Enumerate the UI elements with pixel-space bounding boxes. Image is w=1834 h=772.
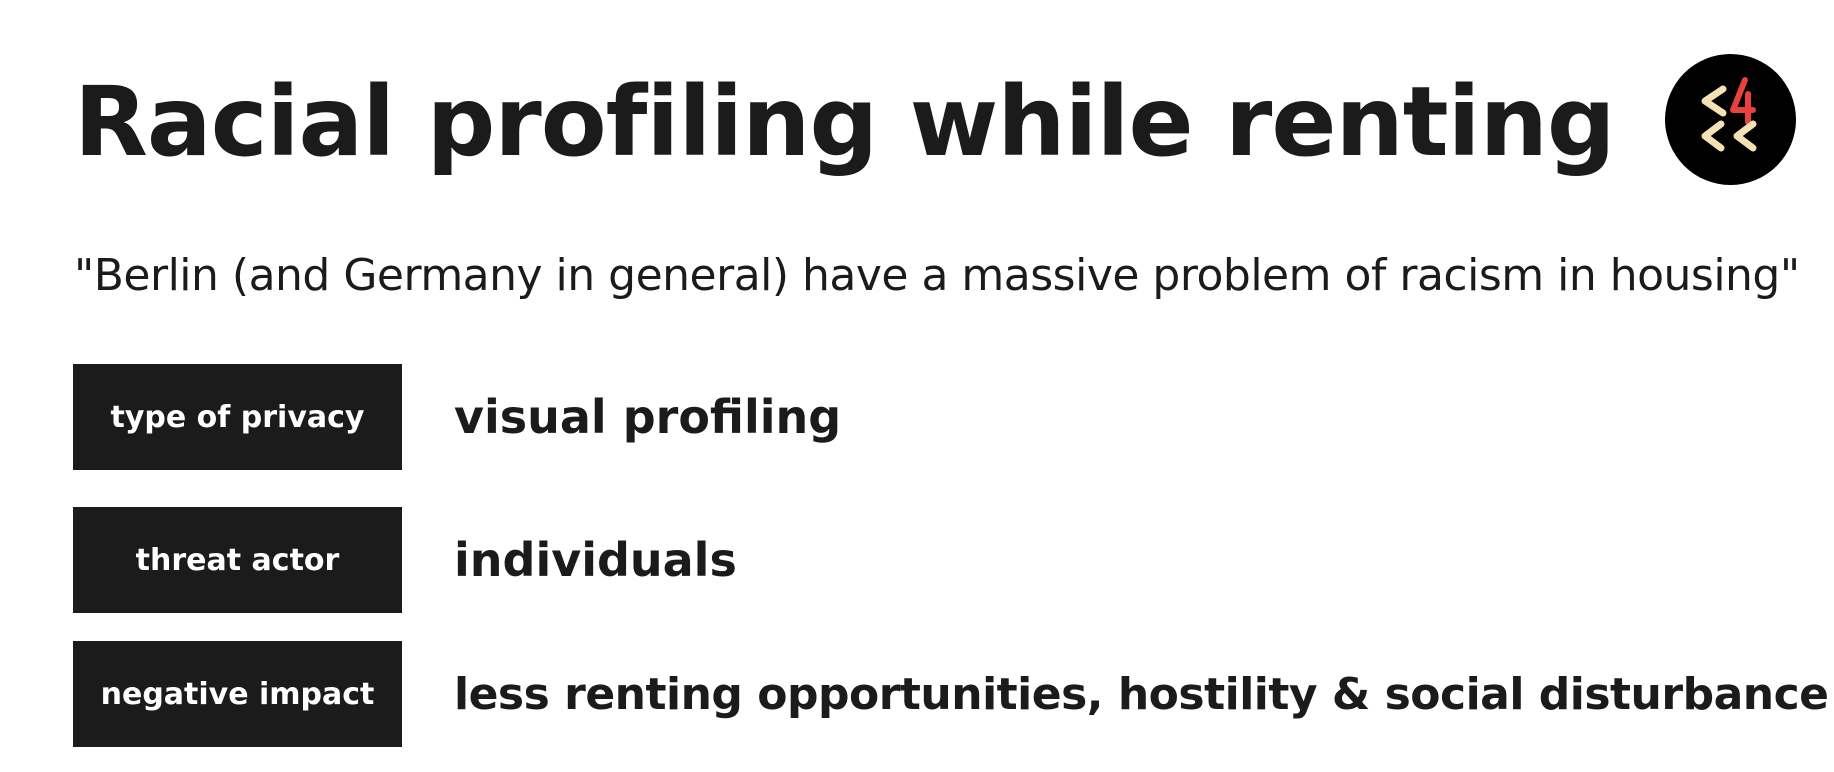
- logo: [1665, 54, 1796, 185]
- privacy-type-value: visual profiling: [454, 390, 842, 444]
- page-title: Racial profiling while renting: [74, 66, 1616, 178]
- privacy-type-row: type of privacy visual profiling: [73, 364, 1813, 470]
- quote-text: "Berlin (and Germany in general) have a …: [74, 250, 1800, 301]
- threat-actor-tag: threat actor: [73, 507, 402, 613]
- threat-actor-row: threat actor individuals: [73, 507, 1813, 613]
- threat-actor-value: individuals: [454, 533, 737, 587]
- negative-impact-value: less renting opportunities, hostility & …: [454, 668, 1829, 720]
- negative-impact-tag: negative impact: [73, 641, 402, 747]
- negative-impact-row: negative impact less renting opportuniti…: [73, 641, 1829, 747]
- c4cc-logo-icon: [1701, 77, 1757, 152]
- privacy-type-tag: type of privacy: [73, 364, 402, 470]
